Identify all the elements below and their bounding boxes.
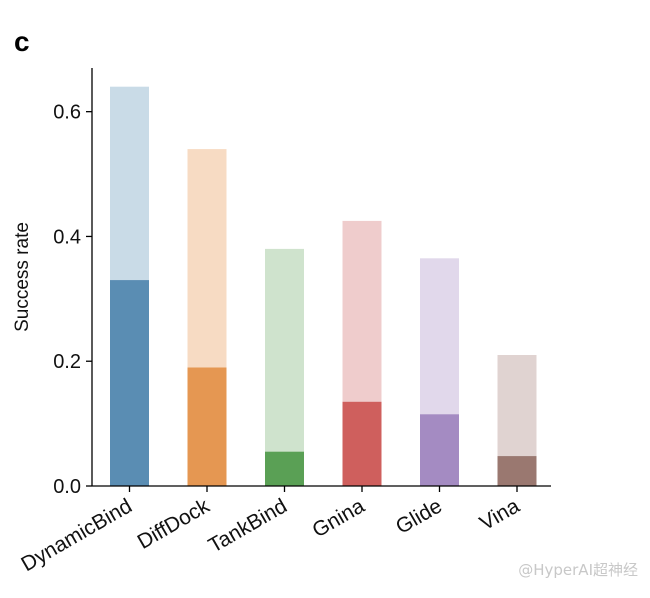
x-tick-label-glide: Glide: [392, 494, 446, 538]
bar-strict-tankbind: [265, 451, 304, 486]
x-tick-label-tankbind: TankBind: [205, 494, 291, 557]
bar-strict-diffdock: [187, 367, 227, 486]
x-tick-label-dynamicbind: DynamicBind: [17, 494, 136, 576]
bar-strict-vina: [497, 456, 537, 486]
bar-strict-dynamicbind: [110, 280, 149, 486]
y-tick-label: 0.4: [53, 226, 81, 248]
y-tick-label: 0.0: [53, 476, 81, 498]
bar-strict-gnina: [342, 401, 382, 486]
x-tick-label-gnina: Gnina: [308, 494, 368, 542]
x-tick-label-diffdock: DiffDock: [134, 494, 214, 554]
watermark: @HyperAI超神经: [518, 561, 638, 579]
x-tick-label-vina: Vina: [476, 494, 524, 535]
panel-label: c: [14, 26, 30, 57]
y-tick-label: 0.6: [53, 102, 81, 124]
bar-overall-tankbind: [265, 248, 304, 486]
bar-strict-glide: [420, 414, 459, 486]
y-tick-label: 0.2: [53, 351, 81, 373]
